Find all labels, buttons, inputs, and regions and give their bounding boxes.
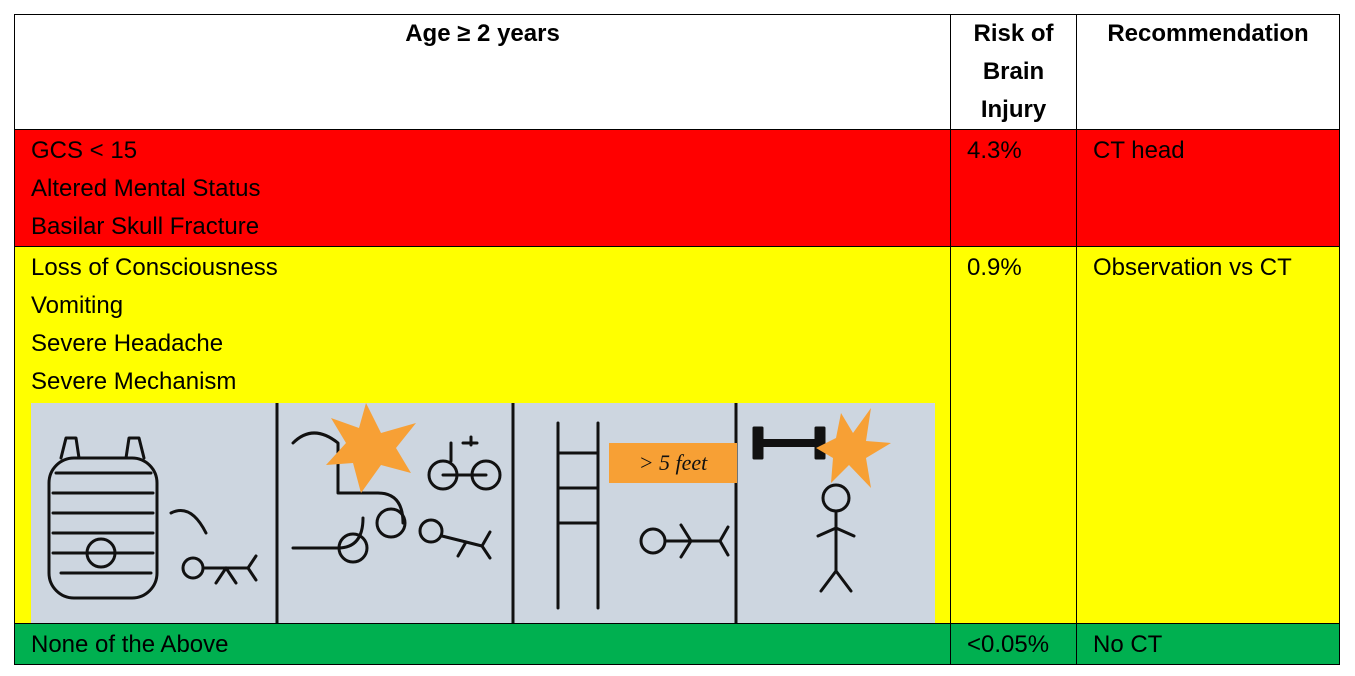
criteria-cell: None of the Above (14, 623, 951, 665)
criterion: Loss of Consciousness (31, 254, 278, 281)
criterion: GCS < 15 (31, 137, 138, 164)
risk-cell: 0.9% (950, 246, 1077, 624)
risk-cell: 4.3% (950, 129, 1077, 247)
sketch-lines (47, 403, 856, 623)
recommendation-cell: CT head (1076, 129, 1340, 247)
criteria-lines: Loss of Consciousness Vomiting Severe Head… (31, 249, 950, 401)
height-label: > 5 feet (639, 450, 708, 475)
height-label-box (609, 443, 737, 483)
recommendation-cell: Observation vs CT (1076, 246, 1340, 624)
criterion: Altered Mental Status (31, 175, 261, 202)
recommendation-cell: No CT (1076, 623, 1340, 665)
impact-stars (326, 403, 891, 493)
criteria-cell: Loss of Consciousness Vomiting Severe Head… (14, 246, 951, 624)
row: Loss of Consciousness Vomiting Severe Head… (14, 246, 1340, 624)
header-cell: Recommendation (1076, 14, 1340, 130)
header-row: Age ≥ 2 years Risk of Brain Injury Recom… (14, 14, 1340, 130)
header-cell: Risk of Brain Injury (950, 14, 1077, 130)
photo-background (31, 403, 935, 623)
risk-table: Age ≥ 2 years Risk of Brain Injury Recom… (14, 14, 1340, 665)
criterion: None of the Above (31, 631, 229, 658)
criterion: Vomiting (31, 292, 124, 319)
criterion: Severe Mechanism (31, 368, 237, 395)
criteria-cell: GCS < 15 Altered Mental Status Basilar Sku… (14, 129, 951, 247)
row: None of the Above <0.05% No CT (14, 623, 1340, 665)
mechanism-illustration: > 5 feet (31, 403, 935, 623)
criterion: Basilar Skull Fracture (31, 213, 260, 240)
risk-cell: <0.05% (950, 623, 1077, 665)
criterion: Severe Headache (31, 330, 224, 357)
header-cell: Age ≥ 2 years (14, 14, 951, 130)
row: GCS < 15 Altered Mental Status Basilar Sku… (14, 129, 1340, 247)
